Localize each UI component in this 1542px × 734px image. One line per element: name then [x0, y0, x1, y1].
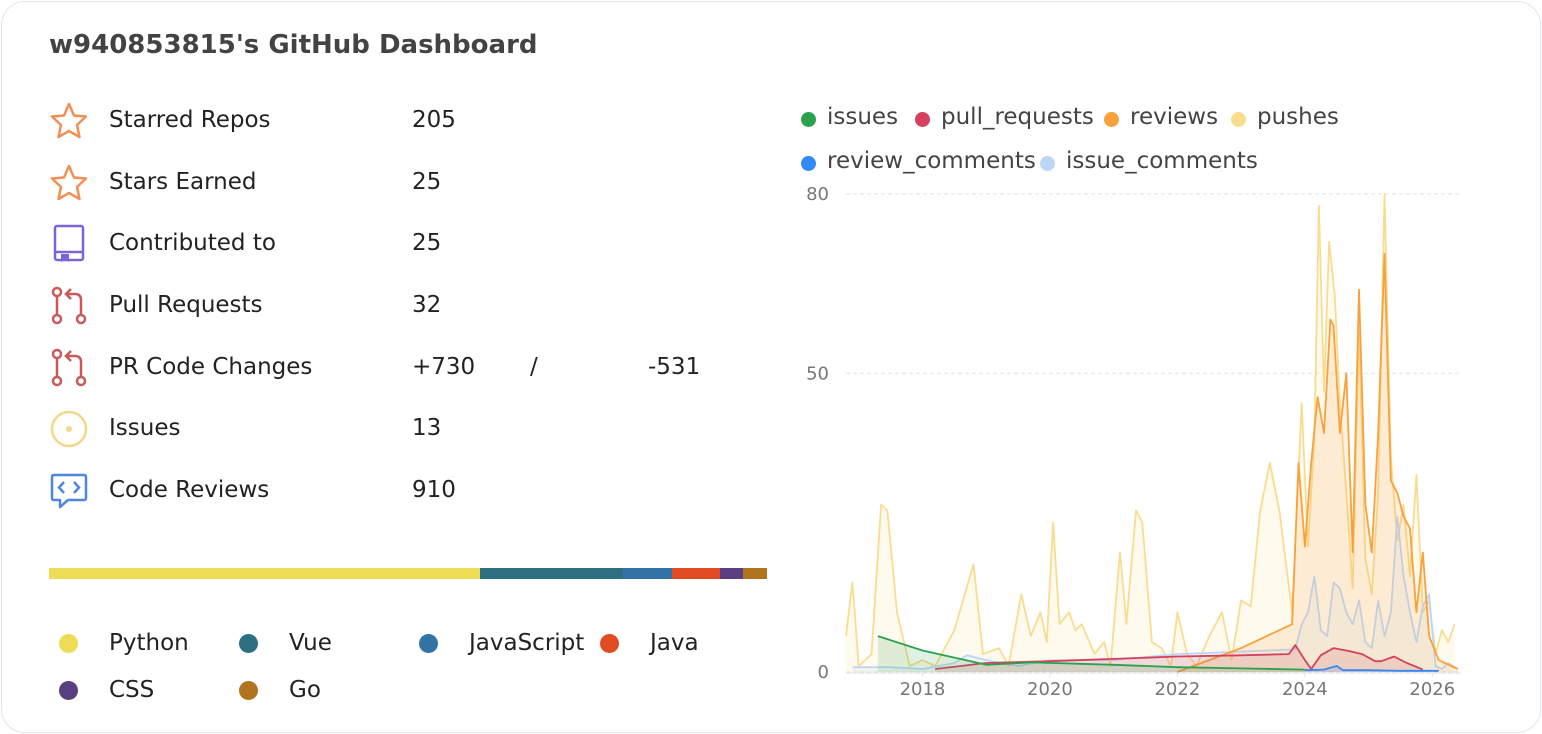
y-tick-label: 80	[806, 184, 829, 205]
stat-pr-code-changes: PR Code Changes +730 / -531	[49, 348, 749, 388]
language-bar-segment	[623, 568, 672, 579]
pull-request-icon	[49, 348, 89, 388]
series-line-review-comments	[1304, 665, 1439, 672]
star-icon	[49, 101, 89, 141]
x-tick-label: 2026	[1409, 679, 1455, 700]
series-line-issues	[877, 635, 1305, 671]
language-bar-segment	[49, 568, 480, 579]
stat-label: Contributed to	[109, 230, 276, 256]
legend-label: issues	[827, 104, 899, 130]
stat-value: 205	[412, 107, 456, 133]
deletions-value: -531	[648, 354, 701, 380]
code-review-icon	[49, 471, 89, 511]
series-area-pull-requests	[935, 645, 1423, 672]
language-name: Vue	[289, 630, 332, 656]
language-name: JavaScript	[469, 630, 585, 656]
repo-icon	[49, 224, 89, 264]
legend-dot	[801, 112, 816, 127]
legend-label: review_comments	[827, 148, 1036, 174]
language-bar-segment	[743, 568, 767, 579]
stat-value: 910	[412, 477, 456, 503]
legend-dot	[1231, 112, 1246, 127]
y-tick-label: 0	[818, 662, 829, 683]
language-name: CSS	[109, 677, 155, 703]
series-line-issue-comments	[852, 515, 1459, 670]
series-line-pushes	[845, 193, 1456, 667]
x-tick-label: 2022	[1154, 679, 1200, 700]
legend-dot	[915, 112, 930, 127]
series-line-pull-requests	[935, 644, 1424, 671]
stat-value: 13	[412, 415, 442, 441]
language-bar	[49, 568, 767, 579]
stat-value: 32	[412, 292, 442, 318]
pull-request-icon	[49, 286, 89, 326]
legend-label: pushes	[1257, 104, 1339, 130]
y-tick-label: 50	[806, 363, 829, 384]
stat-label: Pull Requests	[109, 292, 263, 318]
legend-dot	[1104, 112, 1119, 127]
language-dot	[419, 634, 438, 653]
language-dot	[59, 681, 78, 700]
language-dot	[600, 634, 619, 653]
x-tick-label: 2024	[1282, 679, 1328, 700]
language-name: Java	[650, 630, 699, 656]
legend-dot	[1040, 156, 1055, 171]
series-area-issue-comments	[852, 516, 1458, 672]
legend-label: reviews	[1130, 104, 1219, 130]
series-area-pushes	[846, 194, 1455, 672]
language-dot	[59, 634, 78, 653]
legend-dot	[801, 156, 816, 171]
stat-value: 25	[412, 230, 442, 256]
language-bar-segment	[671, 568, 720, 579]
stat-label: PR Code Changes	[109, 354, 313, 380]
changes-separator: /	[530, 354, 538, 380]
x-tick-label: 2018	[900, 679, 946, 700]
legend-label: pull_requests	[941, 104, 1094, 130]
dashboard-title: w940853815's GitHub Dashboard	[49, 30, 538, 60]
language-dot	[239, 681, 258, 700]
additions-value: +730	[412, 354, 476, 380]
star-icon	[49, 163, 89, 203]
series-line-reviews	[1177, 252, 1459, 673]
language-bar-segment	[479, 568, 624, 579]
issue-icon	[49, 409, 89, 449]
stat-label: Stars Earned	[109, 169, 257, 195]
stat-label: Code Reviews	[109, 477, 270, 503]
stat-label: Issues	[109, 415, 181, 441]
language-name: Go	[289, 677, 321, 703]
activity-chart: 0 50 80 2018 2020 2022 2024 2026	[806, 184, 1461, 700]
language-dot	[239, 634, 258, 653]
stat-value: 25	[412, 169, 442, 195]
legend-label: issue_comments	[1066, 148, 1258, 174]
language-bar-segment	[719, 568, 744, 579]
language-name: Python	[109, 630, 189, 656]
stat-label: Starred Repos	[109, 107, 271, 133]
series-area-reviews	[1177, 253, 1458, 673]
x-tick-label: 2020	[1027, 679, 1073, 700]
